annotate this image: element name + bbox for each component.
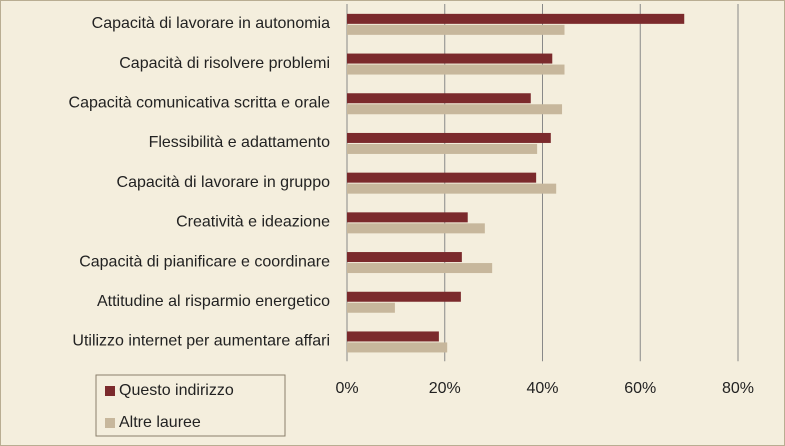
y-tick-label: Capacità di lavorare in gruppo — [117, 174, 331, 191]
x-tick-label: 0% — [335, 380, 358, 397]
bar — [347, 132, 551, 143]
bar — [347, 223, 485, 234]
legend-swatch — [105, 386, 115, 396]
legend-box — [95, 374, 286, 437]
legend-swatch — [105, 418, 115, 428]
legend-label: Questo indirizzo — [119, 382, 234, 399]
bar — [347, 331, 439, 342]
bar — [347, 13, 685, 24]
bar — [347, 291, 461, 302]
y-tick-label: Creatività e ideazione — [176, 214, 330, 231]
y-tick-label: Capacità di lavorare in autonomia — [92, 15, 330, 32]
x-tick-label: 60% — [624, 380, 656, 397]
y-tick-label: Capacità di risolvere problemi — [119, 55, 330, 72]
bar — [347, 342, 448, 353]
bar — [347, 172, 537, 183]
bar — [347, 64, 565, 75]
bar — [347, 53, 553, 64]
bar — [347, 263, 493, 274]
bar — [347, 183, 557, 194]
y-tick-label: Utilizzo internet per aumentare affari — [72, 333, 330, 350]
legend-label: Altre lauree — [119, 414, 201, 431]
bar — [347, 302, 395, 313]
bar — [347, 143, 538, 154]
y-tick-label: Capacità di pianificare e coordinare — [79, 253, 330, 270]
x-tick-label: 20% — [429, 380, 461, 397]
bar — [347, 212, 468, 223]
bar — [347, 104, 563, 115]
y-tick-label: Flessibilità e adattamento — [149, 134, 331, 151]
y-tick-label: Capacità comunicativa scritta e orale — [69, 94, 331, 111]
x-tick-label: 80% — [722, 380, 754, 397]
x-tick-label: 40% — [526, 380, 558, 397]
bar — [347, 24, 565, 35]
bar — [347, 252, 462, 263]
bar — [347, 93, 531, 104]
y-tick-label: Attitudine al risparmio energetico — [97, 293, 330, 310]
